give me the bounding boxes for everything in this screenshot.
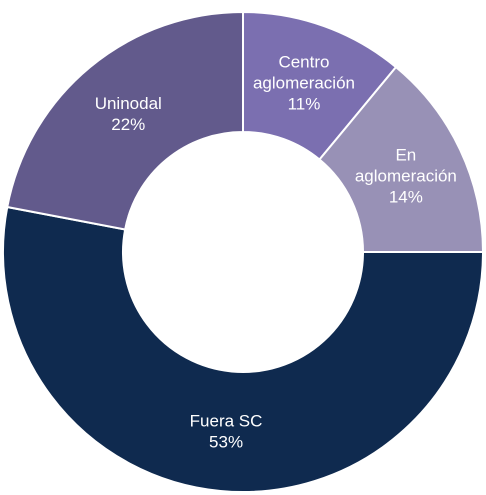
slice-uninodal: [6, 10, 244, 231]
slice-category-label: aglomeración: [253, 74, 355, 93]
slice-value-label: 53%: [209, 433, 243, 452]
slice-category-label: Centro: [278, 53, 329, 72]
slice-label-en-aglomeracion: En aglomeración 14%: [355, 145, 457, 206]
slice-fuera-sc: [2, 205, 485, 493]
slice-category-label: En: [395, 145, 416, 164]
donut-slices: [2, 10, 485, 493]
slice-label-centro-aglomeracion: Centro aglomeración 11%: [253, 53, 355, 114]
slice-label-uninodal: Uninodal 22%: [95, 94, 162, 134]
donut-labels: Centro aglomeración 11% En aglomeración 14% Fu…: [95, 53, 457, 452]
slice-value-label: 22%: [111, 115, 145, 134]
slice-value-label: 14%: [389, 187, 423, 206]
slice-category-label: Fuera SC: [190, 412, 263, 431]
slice-category-label: Uninodal: [95, 94, 162, 113]
slice-en-aglomeracion: [318, 65, 485, 253]
slice-category-label: aglomeración: [355, 166, 457, 185]
slice-value-label: 11%: [288, 95, 321, 114]
slice-label-fuera-sc: Fuera SC 53%: [190, 412, 263, 452]
